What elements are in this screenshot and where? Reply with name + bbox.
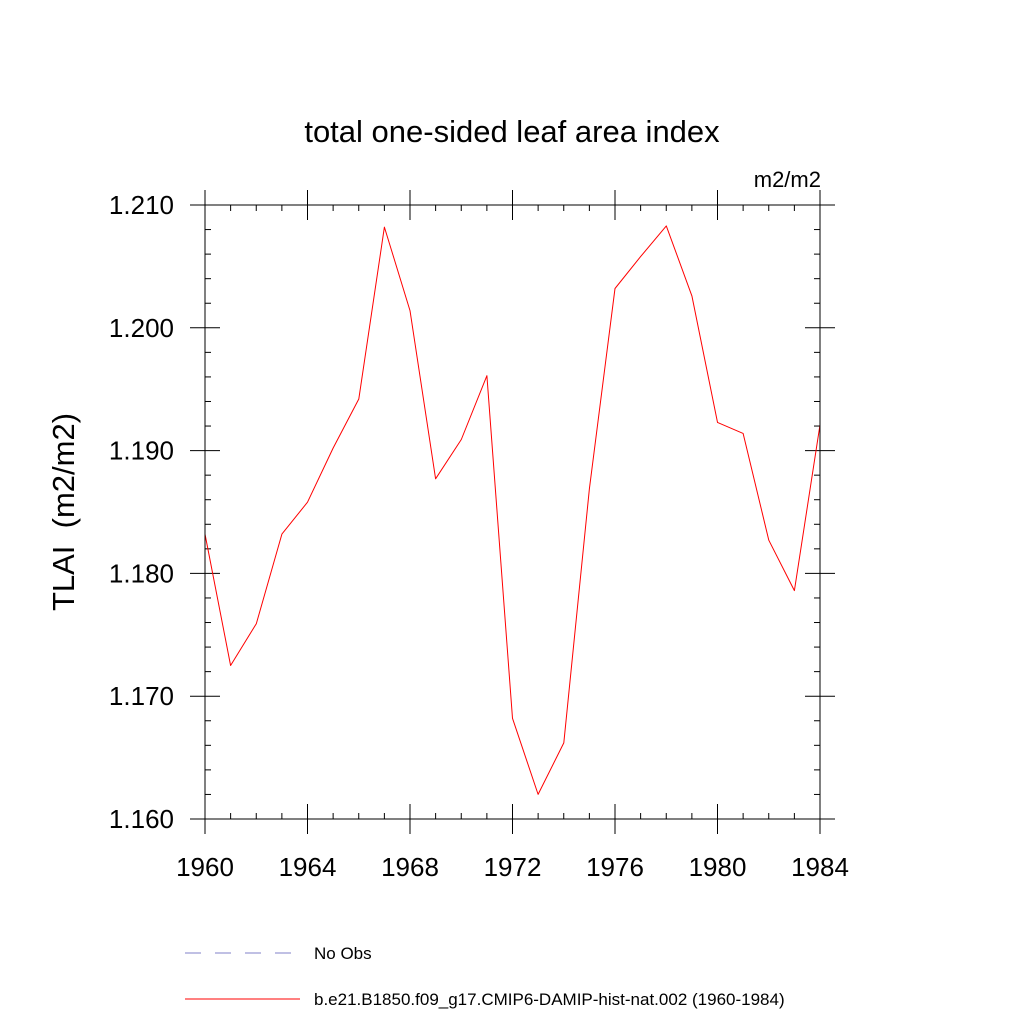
x-tick-label: 1980 <box>689 852 747 882</box>
series-line <box>204 225 821 795</box>
y-axis-label: TLAI (m2/m2) <box>46 413 81 611</box>
series-layer <box>204 225 821 795</box>
y-tick-label: 1.180 <box>109 558 174 588</box>
x-tick-label: 1964 <box>279 852 337 882</box>
y-tick-label: 1.200 <box>109 313 174 343</box>
x-tick-labels: 1960 1964 1968 1972 1976 1980 1984 <box>176 852 849 882</box>
x-tick-label: 1976 <box>586 852 644 882</box>
y-tick-label: 1.210 <box>109 190 174 220</box>
y-tick-label: 1.160 <box>109 804 174 834</box>
minor-ticks <box>205 205 820 819</box>
y-tick-label: 1.170 <box>109 681 174 711</box>
x-tick-label: 1972 <box>484 852 542 882</box>
units-label: m2/m2 <box>754 167 821 192</box>
chart-title: total one-sided leaf area index <box>304 114 720 149</box>
x-tick-label: 1984 <box>791 852 849 882</box>
x-tick-label: 1960 <box>176 852 234 882</box>
y-tick-label: 1.190 <box>109 436 174 466</box>
legend: No Obs b.e21.B1850.f09_g17.CMIP6-DAMIP-h… <box>185 944 785 1009</box>
plot-frame <box>204 204 821 820</box>
y-tick-labels: 1.160 1.170 1.180 1.190 1.200 1.210 <box>109 190 174 834</box>
legend-label-no-obs: No Obs <box>314 944 372 963</box>
legend-label-model: b.e21.B1850.f09_g17.CMIP6-DAMIP-hist-nat… <box>314 990 785 1009</box>
x-tick-label: 1968 <box>381 852 439 882</box>
major-ticks <box>190 190 835 834</box>
